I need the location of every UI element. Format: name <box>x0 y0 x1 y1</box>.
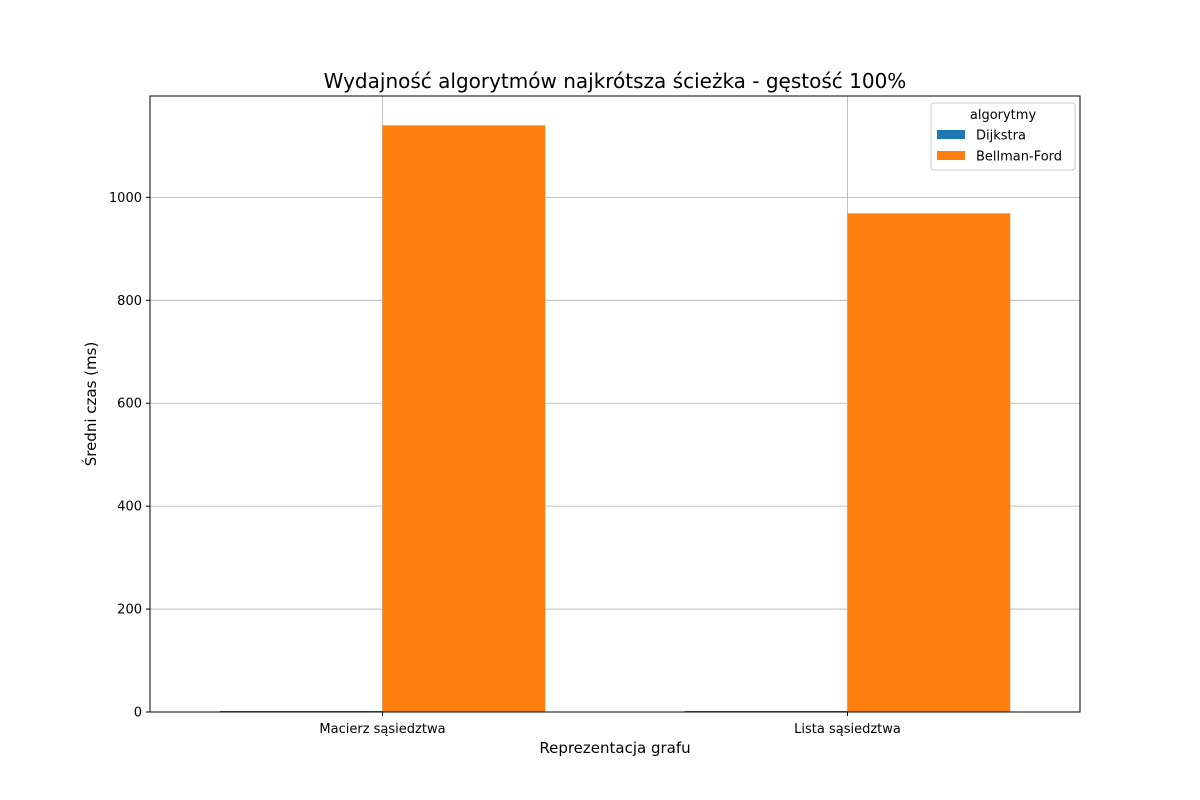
legend-swatch <box>937 151 965 160</box>
legend: algorytmy Dijkstra Bellman-Ford <box>930 102 1076 171</box>
bar-bellman-ford-0 <box>382 125 546 713</box>
x-tick-label: Macierz sąsiedztwa <box>319 722 445 737</box>
bar-dijkstra-1 <box>684 710 848 712</box>
bars <box>219 125 1011 713</box>
y-tick-label: 1000 <box>109 191 142 206</box>
legend-swatch <box>937 130 965 139</box>
x-ticks: Macierz sąsiedztwa Lista sąsiedztwa <box>319 712 901 737</box>
y-ticks: 0 200 400 600 800 1000 <box>109 191 150 721</box>
x-axis-label: Reprezentacja grafu <box>539 739 690 757</box>
axes-frame <box>149 95 1081 713</box>
chart-title: Wydajność algorytmów najkrótsza ścieżka … <box>324 69 907 93</box>
y-axis-label: Średni czas (ms) <box>81 342 100 467</box>
y-tick-label: 400 <box>117 500 142 515</box>
bar-bellman-ford-1 <box>847 213 1011 713</box>
y-tick-label: 600 <box>117 397 142 412</box>
bar-dijkstra-0 <box>219 710 383 712</box>
y-tick-label: 0 <box>134 706 142 721</box>
x-tick-label: Lista sąsiedztwa <box>794 722 901 737</box>
legend-box <box>930 102 1076 171</box>
legend-label: Dijkstra <box>976 129 1026 144</box>
legend-title: algorytmy <box>970 108 1037 123</box>
y-tick-label: 800 <box>117 294 142 309</box>
y-tick-label: 200 <box>117 603 142 618</box>
legend-label: Bellman-Ford <box>976 150 1062 165</box>
